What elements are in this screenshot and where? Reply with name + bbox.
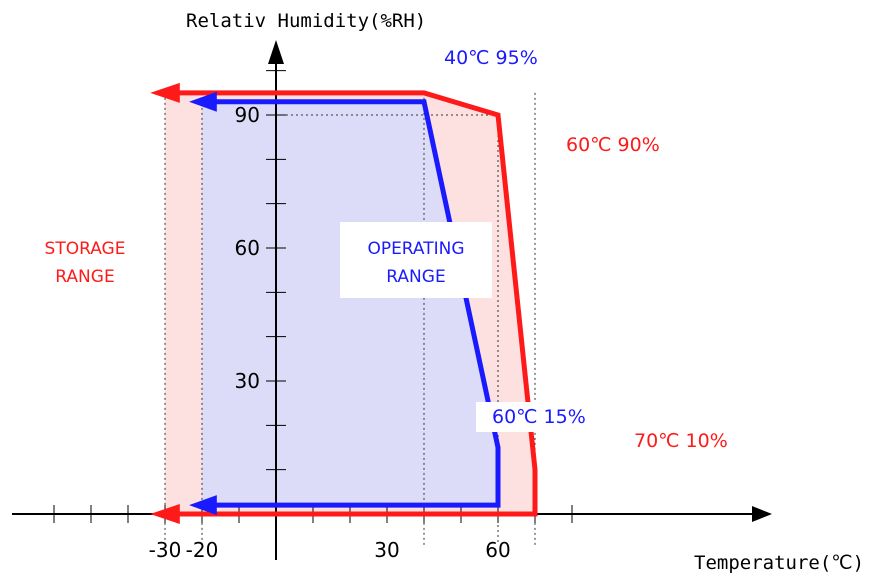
y-tick-label: 30	[235, 369, 260, 393]
annotation-label: 60℃ 90%	[566, 134, 660, 156]
storage-boundary-line	[168, 90, 538, 517]
operating-label-line1: OPERATING	[367, 239, 464, 259]
x-axis-arrowhead	[752, 506, 772, 522]
x-axis-title: Temperature(℃)	[694, 552, 864, 574]
storage-top-arrowhead	[150, 82, 180, 103]
x-tick-label: 60	[485, 538, 510, 562]
x-tick-label: -30	[149, 538, 182, 562]
annotation-box	[476, 402, 620, 432]
operating-bottom-arrowhead	[189, 495, 217, 516]
annotation-label: 70℃ 10%	[634, 430, 728, 452]
annotation-label: 60℃ 15%	[492, 406, 586, 428]
y-tick-marks	[266, 70, 286, 471]
y-axis-title: Relativ Humidity(%RH)	[186, 10, 426, 32]
annotation-box	[616, 426, 748, 456]
operating-top-arrowhead	[189, 91, 217, 112]
operating-label-box	[340, 222, 492, 298]
y-tick-labels: 90 60 30	[235, 103, 260, 393]
annotation-box	[546, 130, 676, 160]
range-fills	[165, 92, 535, 514]
operating-label-line2: RANGE	[386, 267, 445, 287]
x-tick-label: -20	[186, 538, 219, 562]
storage-bottom-arrowhead	[150, 504, 180, 524]
y-axis-arrowhead	[268, 40, 284, 64]
y-tick-label: 60	[235, 236, 260, 260]
y-tick-label: 90	[235, 103, 260, 127]
point-annotations: 40℃ 95% 60℃ 90% 60℃ 15% 70℃ 10%	[444, 47, 748, 456]
guide-lines	[164, 92, 536, 545]
storage-label-line2: RANGE	[55, 267, 114, 287]
storage-label-box	[16, 222, 154, 298]
range-boundaries	[150, 82, 538, 524]
annotation-label: 40℃ 95%	[444, 47, 538, 69]
x-tick-labels: -30 -20 30 60	[149, 538, 511, 562]
operating-boundary-line	[205, 99, 501, 508]
x-tick-label: 30	[374, 538, 399, 562]
storage-label-line1: STORAGE	[45, 239, 126, 259]
